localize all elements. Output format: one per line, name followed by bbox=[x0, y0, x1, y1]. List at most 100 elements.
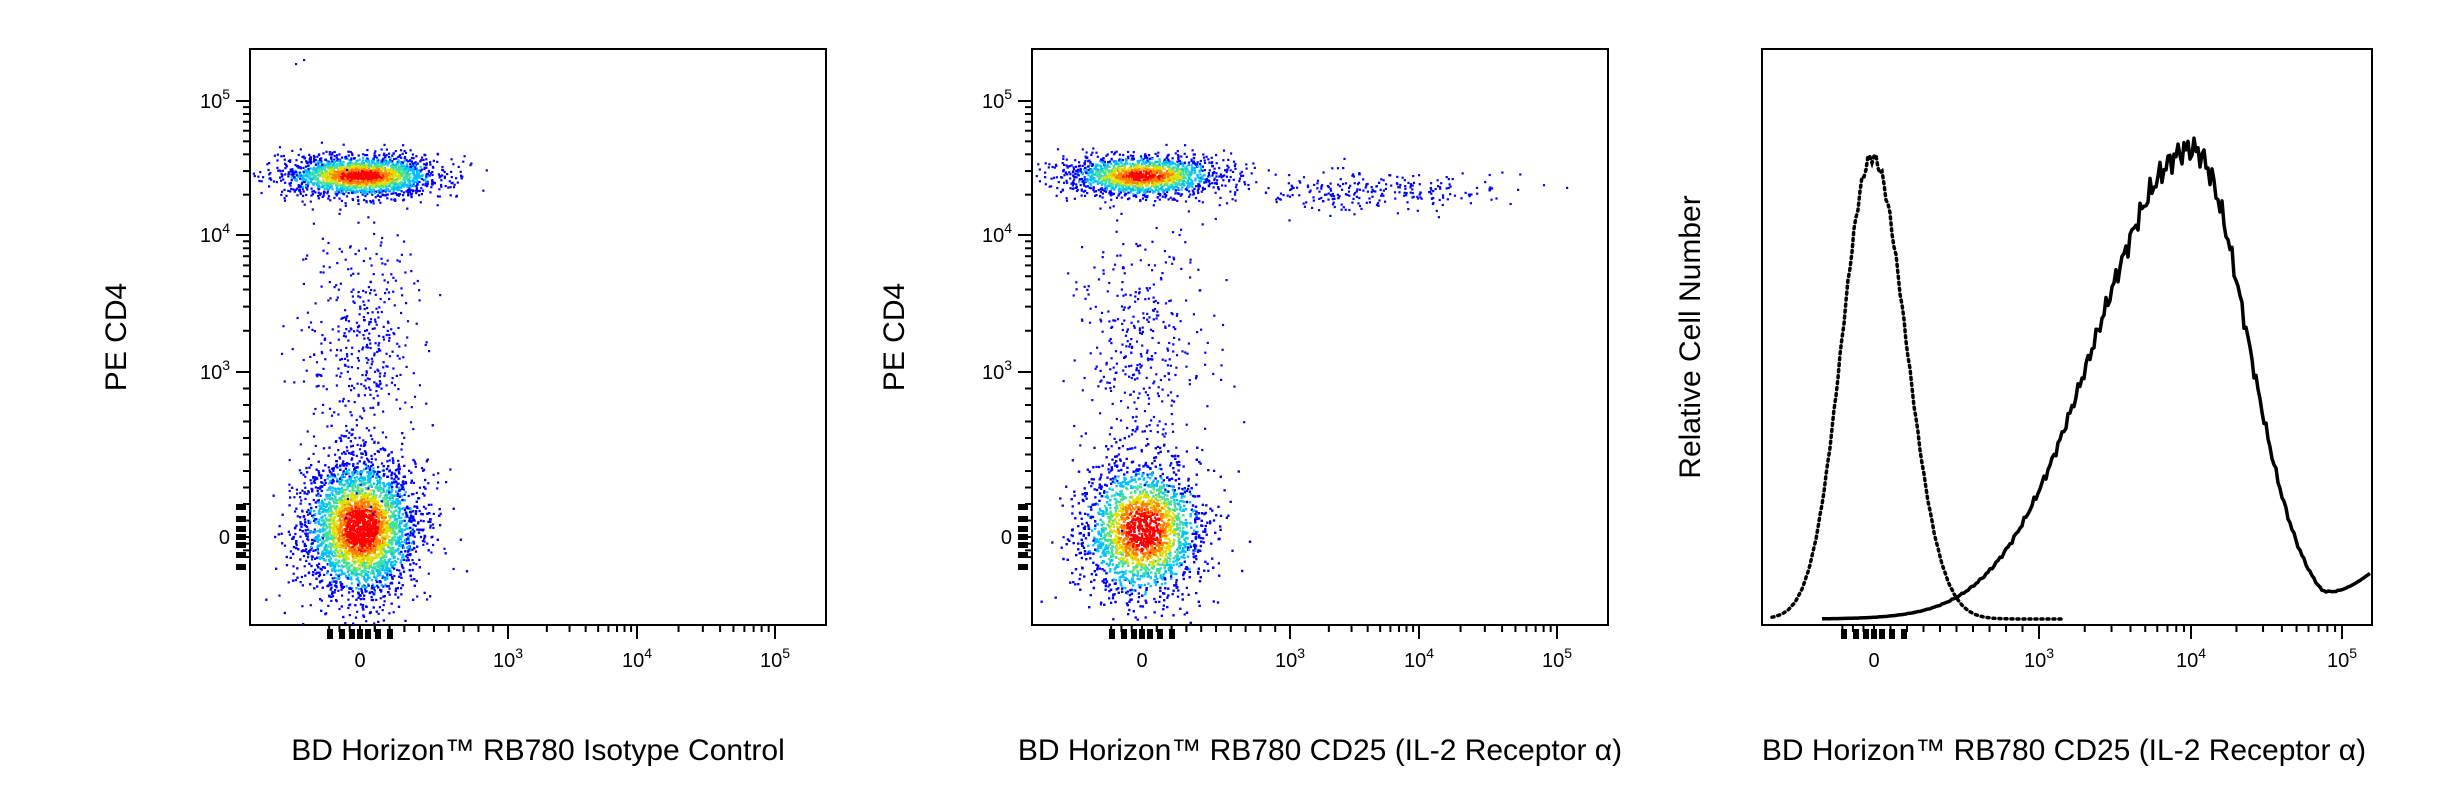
event-dot bbox=[328, 170, 331, 173]
event-dot bbox=[407, 173, 410, 177]
event-dot bbox=[306, 513, 310, 516]
event-dot bbox=[353, 172, 356, 175]
event-dot bbox=[296, 515, 299, 518]
event-dot bbox=[390, 175, 393, 178]
event-dot bbox=[327, 604, 330, 607]
event-dot bbox=[390, 164, 393, 168]
event-dot bbox=[309, 200, 312, 203]
event-dot bbox=[482, 189, 485, 192]
event-dot bbox=[346, 189, 349, 192]
event-dot bbox=[339, 179, 342, 182]
event-dot bbox=[335, 586, 338, 589]
event-dot bbox=[305, 178, 308, 181]
event-dot bbox=[338, 164, 341, 167]
event-dot bbox=[336, 520, 339, 523]
event-dot bbox=[330, 158, 333, 161]
event-dot bbox=[395, 163, 398, 166]
event-dot bbox=[356, 176, 359, 179]
event-dot bbox=[327, 197, 330, 200]
event-dot bbox=[328, 162, 331, 165]
event-dot bbox=[450, 176, 453, 179]
event-dot bbox=[341, 167, 344, 171]
event-dot bbox=[344, 188, 347, 191]
event-dot bbox=[374, 196, 377, 199]
event-dot bbox=[322, 192, 325, 195]
event-dot bbox=[378, 606, 381, 609]
event-dot bbox=[438, 195, 441, 198]
event-dot bbox=[374, 150, 377, 153]
event-dot bbox=[289, 190, 292, 193]
event-dot bbox=[379, 195, 382, 198]
event-dot bbox=[357, 175, 360, 178]
event-dot bbox=[296, 492, 299, 495]
event-dot bbox=[345, 176, 349, 179]
event-dot bbox=[337, 176, 340, 179]
event-dot bbox=[384, 179, 387, 182]
event-dot bbox=[326, 161, 329, 164]
event-dot bbox=[429, 526, 432, 529]
event-dot bbox=[405, 168, 408, 171]
event-dot bbox=[267, 168, 270, 172]
event-dot bbox=[297, 153, 300, 157]
event-dot bbox=[425, 176, 428, 179]
event-dot bbox=[337, 168, 340, 171]
event-dot bbox=[381, 167, 384, 170]
event-dot bbox=[277, 169, 280, 172]
event-dot bbox=[335, 162, 338, 166]
event-dot bbox=[398, 516, 401, 520]
event-dot bbox=[364, 160, 368, 163]
event-dot bbox=[346, 166, 349, 169]
event-dot bbox=[306, 532, 309, 535]
event-dot bbox=[360, 163, 364, 166]
event-dot bbox=[296, 194, 299, 197]
event-dot bbox=[307, 180, 310, 183]
event-dot bbox=[391, 521, 394, 524]
event-dot bbox=[424, 182, 427, 185]
event-dot bbox=[397, 159, 400, 162]
event-dot bbox=[405, 183, 408, 187]
event-dot bbox=[266, 163, 269, 166]
event-dot bbox=[411, 171, 414, 174]
event-dot bbox=[376, 170, 379, 173]
event-dot bbox=[284, 167, 287, 170]
event-dot bbox=[339, 188, 342, 191]
event-dot bbox=[404, 181, 407, 184]
event-dot bbox=[352, 189, 355, 192]
event-dot bbox=[410, 493, 414, 496]
event-dot bbox=[372, 200, 375, 203]
event-dot bbox=[324, 163, 327, 166]
event-dot bbox=[341, 594, 344, 597]
event-dot bbox=[326, 497, 329, 500]
event-dot bbox=[362, 163, 365, 166]
event-dot bbox=[347, 478, 350, 481]
event-dot bbox=[361, 177, 365, 180]
event-dot bbox=[351, 186, 355, 189]
event-dot bbox=[386, 187, 389, 191]
event-dot bbox=[363, 198, 366, 202]
event-dot bbox=[432, 526, 435, 529]
event-dot bbox=[437, 481, 440, 484]
event-dot bbox=[375, 182, 378, 185]
event-dot bbox=[368, 180, 371, 183]
event-dot bbox=[353, 191, 356, 194]
event-dot bbox=[281, 174, 284, 177]
event-dot bbox=[423, 166, 426, 169]
event-dot bbox=[429, 163, 432, 166]
event-dot bbox=[310, 187, 313, 190]
event-dot bbox=[338, 212, 341, 215]
event-dot bbox=[409, 182, 412, 185]
event-dot bbox=[445, 481, 448, 484]
event-dot bbox=[402, 567, 405, 570]
event-dot bbox=[449, 186, 452, 189]
event-dot bbox=[371, 190, 374, 193]
event-dot bbox=[395, 157, 398, 160]
event-dot bbox=[424, 163, 428, 167]
event-dot bbox=[369, 479, 372, 482]
event-dot bbox=[308, 171, 311, 175]
event-dot bbox=[347, 154, 350, 157]
event-dot bbox=[356, 610, 359, 613]
event-dot bbox=[392, 179, 395, 182]
event-dot bbox=[358, 166, 361, 169]
event-dot bbox=[283, 188, 286, 191]
event-dot bbox=[388, 168, 391, 171]
